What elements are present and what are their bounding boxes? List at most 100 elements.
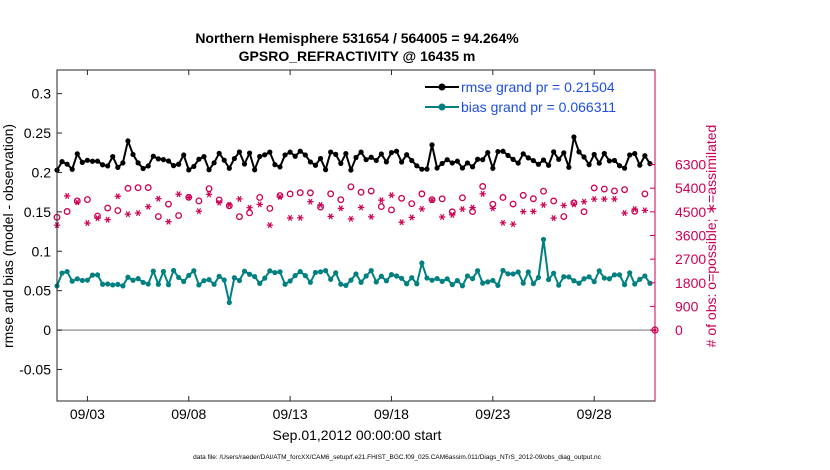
assimilated-marker-stroke <box>632 205 637 213</box>
rmse grand pr = 0.21504-marker <box>500 148 506 154</box>
rmse grand pr = 0.21504-marker <box>135 160 141 166</box>
rmse grand pr = 0.21504-marker <box>105 163 111 169</box>
assimilated-marker-stroke <box>156 195 161 202</box>
bias grand pr = 0.066311-marker <box>130 277 136 283</box>
assimilated-marker-stroke <box>602 195 607 203</box>
possible-marker <box>388 206 395 214</box>
rmse grand pr = 0.21504-marker <box>287 149 293 155</box>
assimilated-marker <box>570 201 578 208</box>
bias grand pr = 0.066311-marker <box>490 277 496 284</box>
bias grand pr = 0.066311-marker <box>571 278 577 284</box>
rmse grand pr = 0.21504-marker <box>454 158 460 164</box>
bias grand pr = 0.066311-marker <box>353 271 359 277</box>
assimilated-marker <box>256 201 263 208</box>
bias grand pr = 0.066311-marker <box>378 273 384 279</box>
x-tick-label: 09/28 <box>577 406 612 422</box>
rmse grand pr = 0.21504-marker <box>150 153 156 159</box>
bias grand pr = 0.066311-marker <box>338 281 344 287</box>
y-axis-label-right: # of obs: o=possible; ∗=assimilated <box>703 125 719 348</box>
rmse grand pr = 0.21504-marker <box>358 149 364 155</box>
bias grand pr = 0.066311-marker <box>419 260 425 266</box>
bias grand pr = 0.066311-marker <box>257 280 263 286</box>
possible-marker <box>235 213 243 221</box>
rmse grand pr = 0.21504-marker <box>343 150 349 157</box>
bias grand pr = 0.066311-marker <box>495 282 501 288</box>
rmse grand pr = 0.21504-marker <box>211 160 217 166</box>
bias grand pr = 0.066311-marker <box>601 275 607 281</box>
chart-subtitle: GPSRO_REFRACTIVITY @ 16435 m <box>239 48 476 64</box>
bias grand pr = 0.066311-marker <box>414 281 420 287</box>
bias grand pr = 0.066311-marker <box>409 275 415 281</box>
bias grand pr = 0.066311-marker <box>388 272 395 278</box>
assimilated-marker-stroke <box>440 213 445 221</box>
assimilated-marker <box>74 199 81 206</box>
rmse grand pr = 0.21504-marker <box>520 151 526 157</box>
rmse grand pr = 0.21504-marker <box>632 150 638 157</box>
bias grand pr = 0.066311-marker <box>226 299 232 306</box>
rmse grand pr = 0.21504-marker <box>490 165 496 171</box>
bias grand pr = 0.066311-marker <box>439 278 445 284</box>
assimilated-marker <box>297 214 304 221</box>
bias grand pr = 0.066311-marker <box>64 268 70 275</box>
bias grand pr = 0.066311-marker <box>358 279 364 285</box>
y-right-tick-label: 5400 <box>675 180 706 196</box>
bias grand pr = 0.066311-marker <box>632 281 638 287</box>
assimilated-marker <box>84 219 91 227</box>
bias grand pr = 0.066311-marker <box>317 269 324 275</box>
assimilated-marker <box>357 204 365 211</box>
rmse grand pr = 0.21504-marker <box>100 162 106 168</box>
bias grand pr = 0.066311-marker <box>500 267 506 274</box>
bias grand pr = 0.066311-marker <box>155 281 161 287</box>
assimilated-marker-stroke <box>358 204 364 211</box>
bias grand pr = 0.066311-marker <box>449 282 455 288</box>
assimilated-marker <box>611 195 618 203</box>
bias grand pr = 0.066311-marker <box>525 269 531 275</box>
assimilated-marker-stroke <box>95 215 100 222</box>
possible-marker <box>165 200 172 208</box>
bias grand pr = 0.066311-marker <box>566 274 572 280</box>
assimilated-marker <box>590 196 598 203</box>
rmse grand pr = 0.21504-marker <box>348 167 354 173</box>
bias grand pr = 0.066311-marker <box>59 270 65 276</box>
rmse grand pr = 0.21504-marker <box>317 155 324 162</box>
plot-area <box>57 70 655 401</box>
y-tick-label: 0.25 <box>24 125 51 141</box>
possible-marker <box>418 190 426 198</box>
assimilated-marker <box>520 208 527 215</box>
assimilated-marker-stroke <box>399 219 404 226</box>
assimilated-marker <box>540 201 547 208</box>
bias grand pr = 0.066311-marker <box>302 272 308 279</box>
bias grand pr = 0.066311-marker <box>459 283 466 289</box>
possible-marker <box>519 191 527 199</box>
bias grand pr = 0.066311-marker <box>307 279 313 285</box>
rmse grand pr = 0.21504-marker <box>424 166 430 172</box>
bias grand pr = 0.066311-marker <box>596 268 602 274</box>
bias grand pr = 0.066311-marker <box>464 273 471 279</box>
rmse grand pr = 0.21504-marker <box>642 153 648 159</box>
bias grand pr = 0.066311-marker <box>246 271 253 277</box>
possible-marker <box>408 200 416 208</box>
bias grand pr = 0.066311-marker <box>69 278 75 284</box>
rmse grand pr = 0.21504-marker <box>561 150 567 156</box>
bias grand pr = 0.066311-marker <box>120 283 126 289</box>
y-tick-label: 0.1 <box>32 243 52 259</box>
bias grand pr = 0.066311-marker <box>145 281 151 287</box>
possible-marker <box>256 194 264 201</box>
rmse grand pr = 0.21504-marker <box>84 157 91 163</box>
rmse grand pr = 0.21504-marker <box>480 157 486 163</box>
rmse grand pr = 0.21504-marker <box>459 165 466 171</box>
rmse grand pr = 0.21504-marker <box>368 154 374 160</box>
assimilated-marker-stroke <box>237 195 242 202</box>
bias grand pr = 0.066311-marker <box>556 282 562 288</box>
rmse grand pr = 0.21504-marker <box>378 151 384 157</box>
bias grand pr = 0.066311-marker <box>540 236 547 243</box>
rmse grand pr = 0.21504-marker <box>333 151 339 157</box>
bias grand pr = 0.066311-marker <box>485 279 491 285</box>
rmse grand pr = 0.21504-marker <box>312 162 319 168</box>
assimilated-marker-stroke <box>521 208 526 215</box>
assimilated-marker-stroke <box>115 193 120 200</box>
bias grand pr = 0.066311-marker <box>100 281 106 287</box>
bias grand pr = 0.066311-marker <box>373 279 379 285</box>
assimilated-marker <box>317 201 324 209</box>
assimilated-marker <box>428 197 436 204</box>
